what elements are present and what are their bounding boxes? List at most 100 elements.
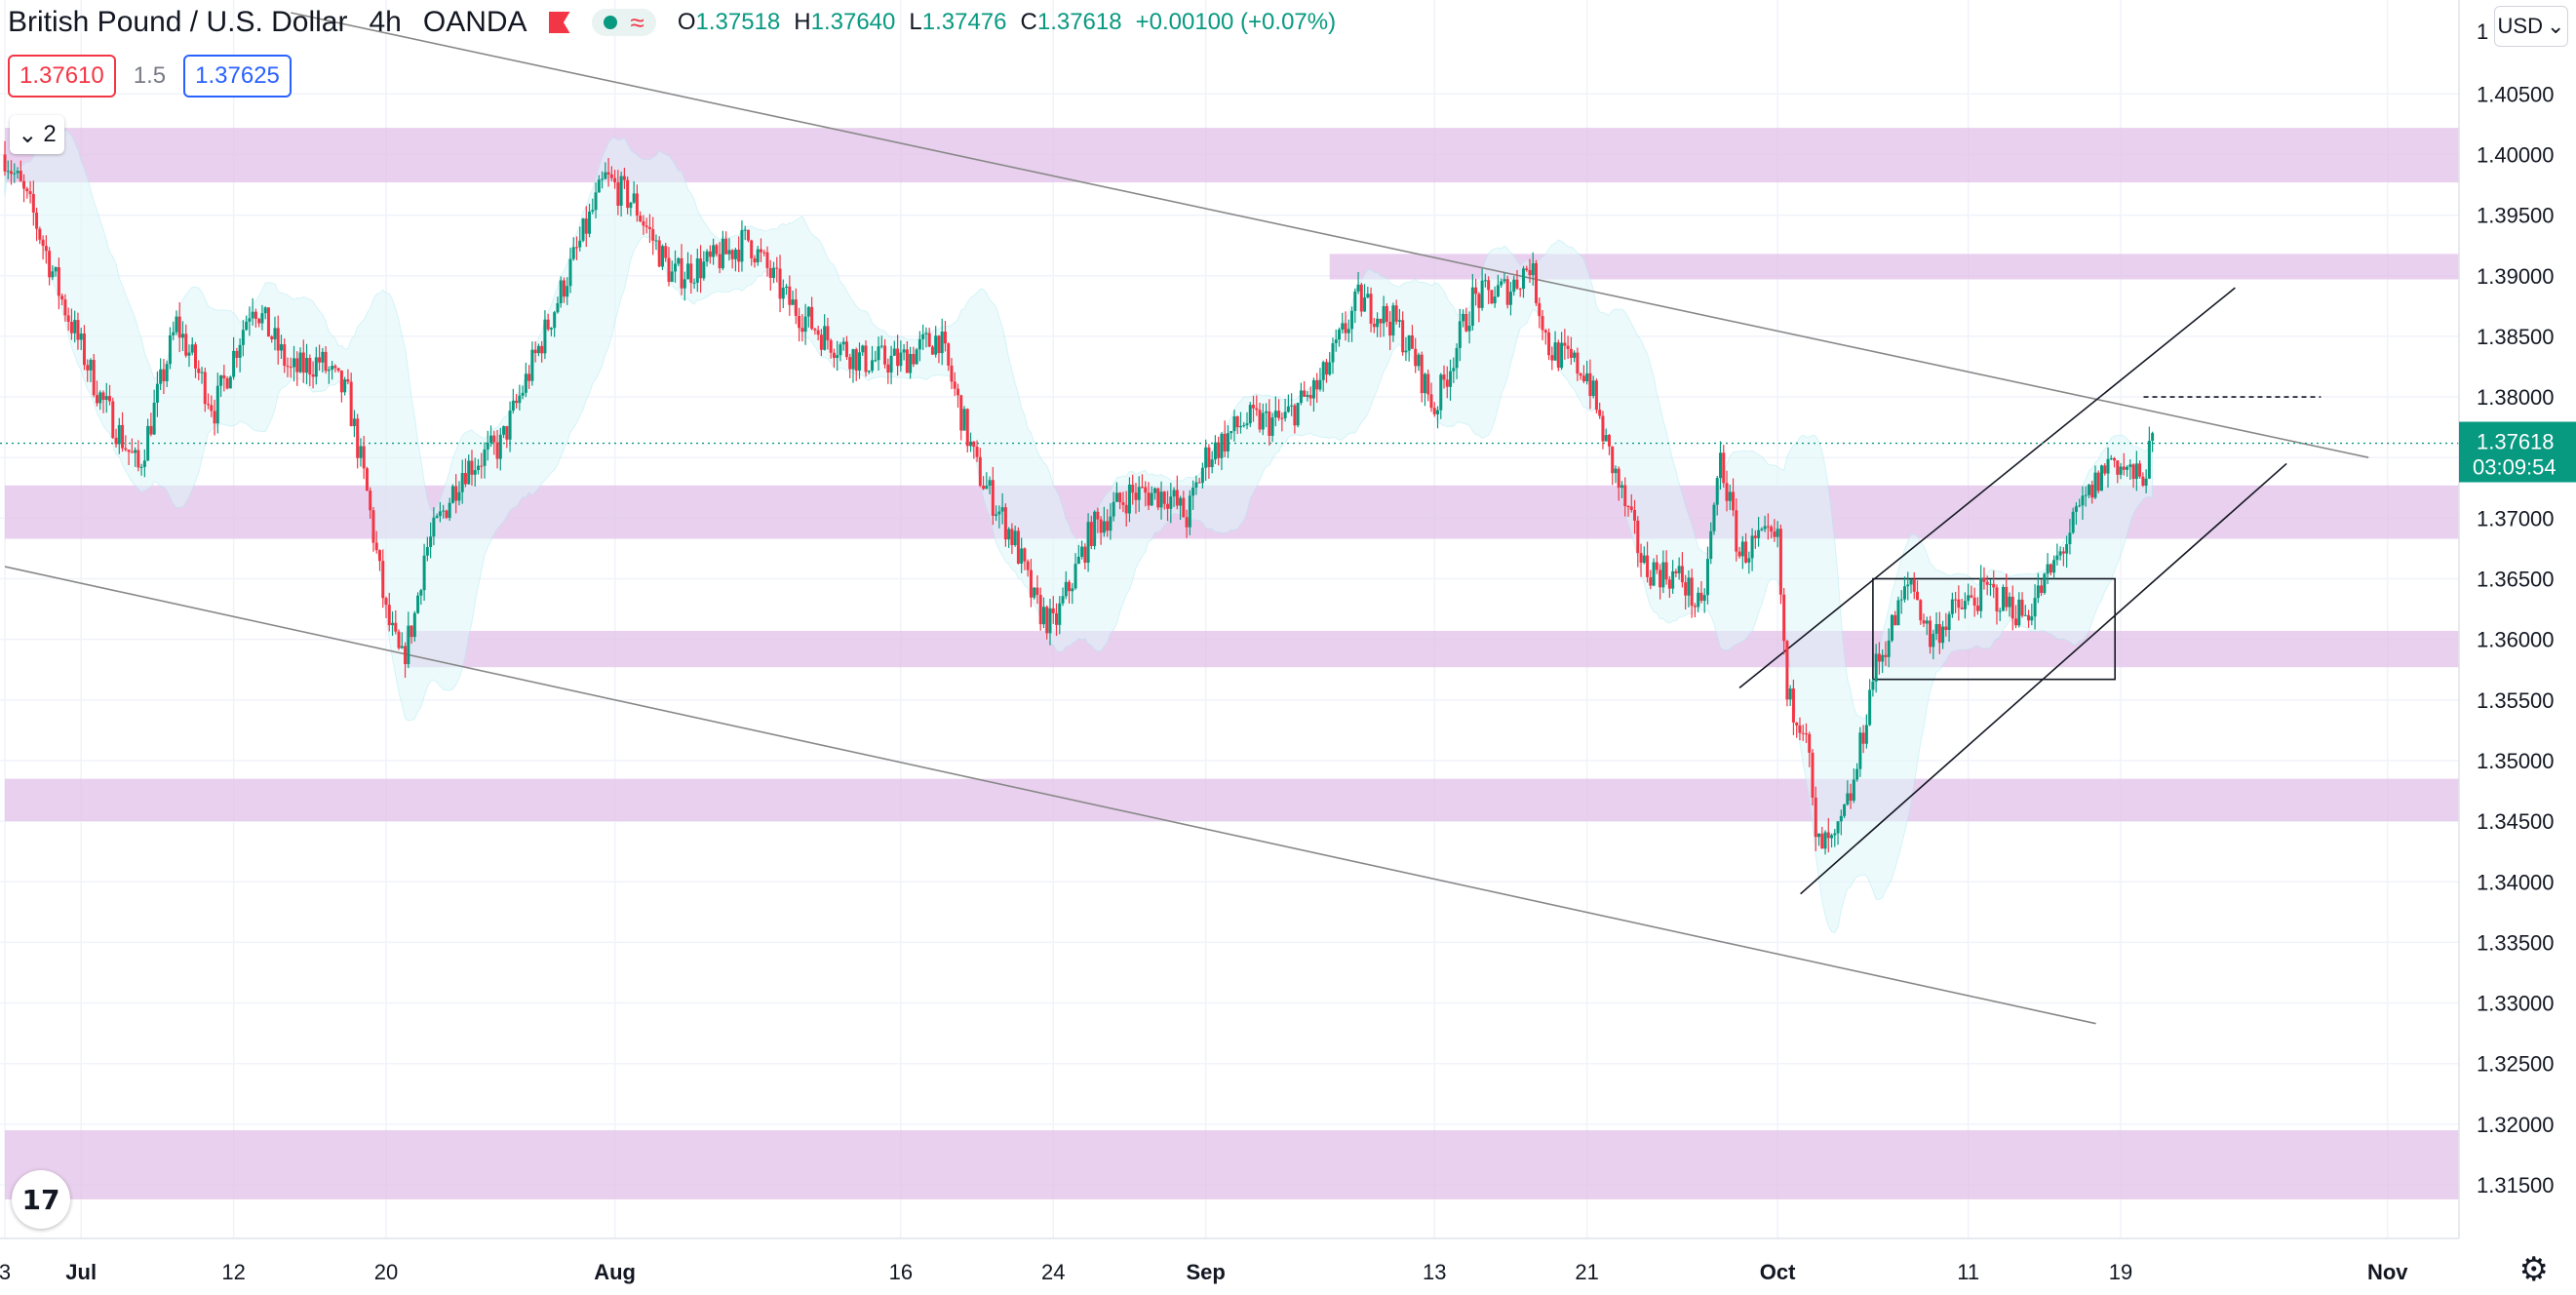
candle [397,629,401,650]
candle-body [1881,654,1885,662]
candle-body [1652,562,1656,586]
chart-header: British Pound / U.S. Dollar 4h OANDA ≈ O… [8,6,1336,39]
candle [692,278,696,289]
candle [374,530,378,554]
candle-body [702,261,706,279]
candle-body [254,311,257,319]
candle-body [651,228,655,241]
candle [321,347,325,373]
candle [454,474,458,514]
candle [1950,592,1954,618]
candle [857,342,861,379]
candle-body [1788,688,1792,700]
candle-body [2020,599,2024,616]
candle-body [1121,502,1125,505]
candle-body [60,295,64,300]
candle-body [810,306,814,330]
symbol-name[interactable]: British Pound / U.S. Dollar [8,6,348,38]
candle [819,329,823,356]
candle [400,632,404,649]
candle [521,385,525,400]
candle [1543,329,1547,345]
candle [2001,584,2005,611]
candle [1311,377,1315,412]
candle-body [530,349,534,381]
candle-body [117,424,121,445]
candle-body [251,311,254,319]
candle [1385,302,1388,328]
candle-body [2151,433,2155,441]
candle-body [1283,412,1287,418]
candle-body [1922,620,1926,624]
candle [616,170,620,216]
candle-body [2071,511,2075,533]
candle [203,368,207,412]
candle [362,436,366,480]
candle [2134,451,2138,491]
candle [460,459,464,504]
candle [1937,611,1941,654]
candle [1757,517,1761,547]
candle [622,168,626,189]
candle-body [2087,485,2090,495]
candle [937,334,941,364]
candle-body [400,646,404,648]
candle [1982,567,1986,590]
flag-icon[interactable] [548,12,570,33]
candle [162,358,166,395]
candle-body [874,360,878,362]
candle-body [95,395,98,404]
y-tick-label: 1.31500 [2477,1173,2555,1197]
candle [394,609,398,635]
candle [1677,557,1681,580]
candle-body [778,268,782,299]
candle-body [1833,833,1837,836]
candle-body [2040,585,2044,594]
candle-body [194,344,197,369]
candle-body [359,446,363,458]
candle-body [972,441,976,448]
indicators-toggle-button[interactable]: ⌄ 2 [10,115,64,154]
candle-body [442,510,446,512]
candle [1957,585,1961,621]
candle-body [1560,342,1564,369]
candle [546,313,550,332]
interval-label[interactable]: 4h [369,6,402,38]
candle [2020,592,2024,618]
candle-body [2061,551,2065,554]
tradingview-logo[interactable]: 17 [12,1170,70,1229]
candle-body [921,334,925,339]
candle [1114,482,1118,502]
candle-body [1382,305,1386,324]
candle [1531,252,1535,286]
candle-body [1429,394,1433,409]
candle [2093,465,2097,499]
gear-icon[interactable]: ⚙ [2518,1251,2549,1288]
price-axis-bg [2459,0,2576,1295]
candle [1699,581,1703,604]
candle [248,306,252,336]
candle-body [2055,555,2059,561]
candle [1693,603,1697,618]
buy-button[interactable]: 1.37625 [183,55,292,98]
candle [543,310,547,360]
sell-button[interactable]: 1.37610 [8,55,116,98]
candle-body [775,267,779,269]
candle-body [613,177,617,183]
candle [1200,462,1204,489]
currency-select[interactable]: USD ⌄ [2494,6,2568,47]
candle-body [463,473,467,485]
candle [810,296,814,331]
candle [1204,439,1208,481]
candle [664,242,668,262]
market-status-pill[interactable]: ≈ [591,9,656,36]
candle-body [1667,579,1671,589]
candle [2017,592,2021,628]
symbol-title[interactable]: British Pound / U.S. Dollar [8,6,347,39]
candle-body [450,486,454,503]
candle [295,351,299,386]
candle [1318,368,1322,392]
candle-body [121,424,125,449]
candle-body [549,328,553,330]
